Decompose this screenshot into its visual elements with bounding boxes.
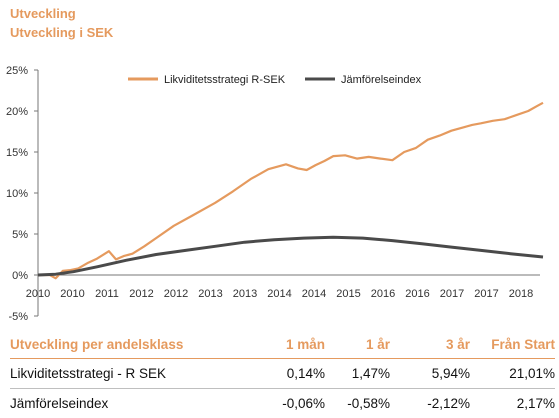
y-tick-label: 10% (6, 188, 28, 200)
row-name: Likviditetsstrategi - R SEK (10, 359, 245, 389)
row-1-year: -0,58% (325, 389, 390, 418)
header-share-class: Utveckling per andelsklass (10, 330, 245, 359)
x-tick-label: 2010 (60, 288, 84, 300)
y-tick-label: 15% (6, 147, 28, 159)
legend-label-1: Likviditetsstrategi R-SEK (164, 74, 286, 86)
header-1-year: 1 år (325, 330, 390, 359)
row-since-start: 21,01% (470, 359, 555, 389)
row-1-year: 1,47% (325, 359, 390, 389)
x-tick-label: 2013 (198, 288, 222, 300)
chart-subtitle: Utveckling i SEK (10, 25, 113, 40)
x-tick-label: 2014 (267, 288, 291, 300)
x-tick-label: 2016 (405, 288, 429, 300)
table-row: Jämförelseindex -0,06% -0,58% -2,12% 2,1… (10, 389, 555, 418)
x-tick-label: 2016 (371, 288, 395, 300)
legend-label-2: Jämförelseindex (341, 74, 422, 86)
x-tick-label: 2018 (509, 288, 533, 300)
table-row: Likviditetsstrategi - R SEK 0,14% 1,47% … (10, 359, 555, 389)
y-tick-label: 20% (6, 106, 28, 118)
x-tick-label: 2012 (164, 288, 188, 300)
x-tick-label: 2012 (129, 288, 153, 300)
y-tick-label: -5% (8, 311, 28, 323)
chart-title: Utveckling (10, 6, 76, 21)
row-1-month: -0,06% (245, 389, 325, 418)
row-since-start: 2,17% (470, 389, 555, 418)
header-1-month: 1 mån (245, 330, 325, 359)
x-tick-label: 2017 (440, 288, 464, 300)
header-3-years: 3 år (390, 330, 470, 359)
performance-table: Utveckling per andelsklass 1 mån 1 år 3 … (10, 330, 555, 418)
header-since-start: Från Start (470, 330, 555, 359)
series-line-1 (38, 103, 543, 278)
row-1-month: 0,14% (245, 359, 325, 389)
x-tick-label: 2014 (302, 288, 326, 300)
y-tick-label: 5% (12, 229, 28, 241)
row-3-years: 5,94% (390, 359, 470, 389)
y-tick-label: 0% (12, 270, 28, 282)
x-tick-label: 2015 (336, 288, 360, 300)
table-header-row: Utveckling per andelsklass 1 mån 1 år 3 … (10, 330, 555, 359)
y-tick-label: 25% (6, 65, 28, 77)
row-3-years: -2,12% (390, 389, 470, 418)
x-tick-label: 2013 (233, 288, 257, 300)
row-name: Jämförelseindex (10, 389, 245, 418)
x-tick-label: 2017 (474, 288, 498, 300)
x-tick-label: 2011 (95, 288, 119, 300)
